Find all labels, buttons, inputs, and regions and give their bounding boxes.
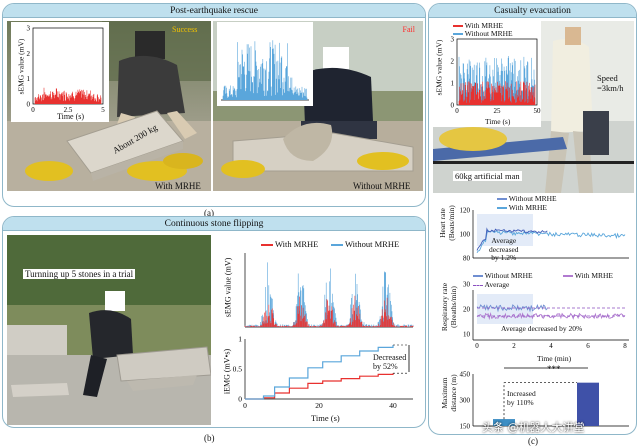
inset-c-ytick: 1 — [451, 80, 455, 88]
panel-c-title: Casualty evacuation — [429, 4, 636, 18]
resp-xlabel: Time (min) — [537, 354, 572, 363]
bar-ytick: 450 — [460, 371, 471, 379]
resp-ytick: 30 — [463, 281, 471, 289]
b-top-ylabel: sEMG value (mV) — [223, 257, 233, 318]
b-bottom-ytick: 0 — [238, 395, 242, 404]
bar-without — [577, 382, 599, 426]
panel-c-charts: 80 100 120 10 20 30 0 2 4 6 8 150 300 450 Without MRH… — [433, 194, 634, 434]
inset-c-ytick: 0 — [451, 102, 455, 110]
resp-legend-without: Without MRHE — [473, 271, 533, 280]
photo-caption: Turnning up 5 stones in a trial — [23, 269, 136, 279]
bar-stars: *** — [547, 364, 561, 374]
panel-b-title: Continuous stone flipping — [3, 217, 425, 231]
inset-a-xlabel: Time (s) — [57, 112, 85, 121]
bar-ylabel: Maximum distance (m) — [440, 374, 458, 412]
inset-chart-with-mrhe: 0 1 2 3 0 2.5 5 sEMG value (mV) Time (s) — [11, 22, 109, 122]
b-xtick: 20 — [315, 401, 323, 410]
inset-a-ytick: 0 — [27, 101, 31, 109]
panel-a-label: (a) — [204, 208, 214, 218]
inset-a-signal — [34, 87, 102, 104]
bar-with — [493, 419, 515, 426]
b-bottom-ytick: 1 — [238, 335, 242, 344]
heart-line-without — [476, 227, 548, 251]
b-xtick: 0 — [243, 401, 247, 410]
resp-xtick: 0 — [475, 342, 479, 350]
label-fail: Fail — [402, 25, 415, 34]
inset-a-ytick: 3 — [27, 25, 31, 33]
heart-ytick: 120 — [460, 207, 471, 215]
resp-ylabel: Respiratory rate (Breaths/min) — [440, 282, 458, 332]
panel-b-charts: 0 0.5 1 0 20 40 With MRHE Without MRHE sEMG v… — [215, 235, 423, 425]
bar-ytick: 150 — [460, 423, 471, 431]
c-legend-without: Without MRHE — [453, 29, 513, 38]
inset-b-signal — [222, 40, 308, 100]
inset-a-frame — [32, 27, 104, 105]
inset-c-xtick: 25 — [494, 107, 502, 115]
inset-c-signal-with — [458, 81, 536, 105]
resp-ytick: 10 — [463, 331, 471, 339]
b-xtick: 40 — [389, 401, 397, 410]
inset-c-ytick: 2 — [451, 58, 455, 66]
label-success: Success — [172, 25, 198, 34]
watermark: 头条 @机器人大讲堂 — [482, 421, 585, 434]
b-bottom-ylabel: iEMG (mV•s) — [222, 348, 232, 395]
b-bottom-ytick: 0.5 — [233, 365, 243, 374]
resp-xtick: 6 — [586, 342, 590, 350]
resp-annotation: Average decreased by 20% — [501, 324, 583, 333]
inset-a-xtick: 5 — [101, 106, 105, 114]
heart-line-with — [476, 229, 626, 253]
panel-b: Continuous stone flipping Turnning up 5 … — [2, 216, 426, 428]
resp-xtick: 4 — [549, 342, 553, 350]
c-emg-xlabel: Time (s) — [485, 117, 511, 126]
inset-chart-without-mrhe — [217, 22, 313, 106]
resp-xtick: 8 — [623, 342, 627, 350]
dummy-label: 60kg artificial man — [453, 171, 522, 181]
inset-c-ytick: 3 — [451, 36, 455, 44]
heart-ytick: 80 — [463, 255, 471, 263]
resp-line-with — [476, 311, 626, 321]
c-emg-ylabel: sEMG value (mV) — [434, 39, 444, 96]
heart-ytick: 100 — [460, 231, 471, 239]
bar-annotation: Increased by 110% — [507, 389, 536, 407]
b-legend-with: With MRHE — [261, 239, 318, 249]
b-signal-with — [244, 295, 414, 327]
resp-xtick: 2 — [512, 342, 516, 350]
b-legend-without: Without MRHE — [331, 239, 399, 249]
c-legend-with: With MRHE — [453, 21, 503, 30]
caption-without-mrhe: Without MRHE — [353, 181, 411, 191]
resp-legend-with: With MRHE — [563, 271, 613, 280]
panel-b-label: (b) — [204, 433, 215, 443]
bar-ytick: 300 — [460, 397, 471, 405]
inset-a-ytick: 2 — [27, 50, 31, 58]
panel-a: Post-earthquake rescue About 20 — [2, 3, 426, 207]
inset-c-xtick: 50 — [534, 107, 542, 115]
heart-annotation: Average decreased by 1.2% — [489, 236, 519, 262]
inset-c-xtick: 0 — [455, 107, 459, 115]
inset-a-xtick: 2.5 — [64, 106, 73, 114]
resp-legend-average: Average — [473, 280, 509, 289]
panel-c-label: (c) — [528, 436, 538, 446]
panel-c: Casualty evacuation Speed =3km/h 60kg ar… — [428, 3, 637, 435]
inset-a-ytick: 1 — [27, 75, 31, 83]
iemg-line-with — [245, 373, 394, 400]
inset-a-xtick: 0 — [31, 106, 35, 114]
inset-a-ylabel: sEMG value (mV) — [16, 38, 26, 95]
heart-ylabel: Heart rate (Beats/min) — [438, 205, 456, 241]
b-annotation: Decreased by 52% — [373, 353, 407, 371]
panel-a-title: Post-earthquake rescue — [3, 4, 425, 18]
speed-label: Speed =3km/h — [597, 73, 624, 93]
b-xlabel: Time (s) — [311, 413, 340, 423]
heart-legend-without: Without MRHE — [497, 194, 557, 203]
inset-chart-evacuation: 0 1 2 3 0 25 50 With MRHE Without MRHE sEMG va… — [433, 21, 541, 127]
iemg-line-without — [245, 345, 394, 400]
heart-legend-with: With MRHE — [497, 203, 547, 212]
resp-ytick: 20 — [463, 306, 471, 314]
caption-with-mrhe: With MRHE — [155, 181, 201, 191]
resp-line-without — [476, 304, 548, 313]
photo-stone-flipping: Turnning up 5 stones in a trial — [7, 235, 211, 425]
photo-with-mrhe: About 200 kg Success With MRHE — [7, 21, 211, 191]
